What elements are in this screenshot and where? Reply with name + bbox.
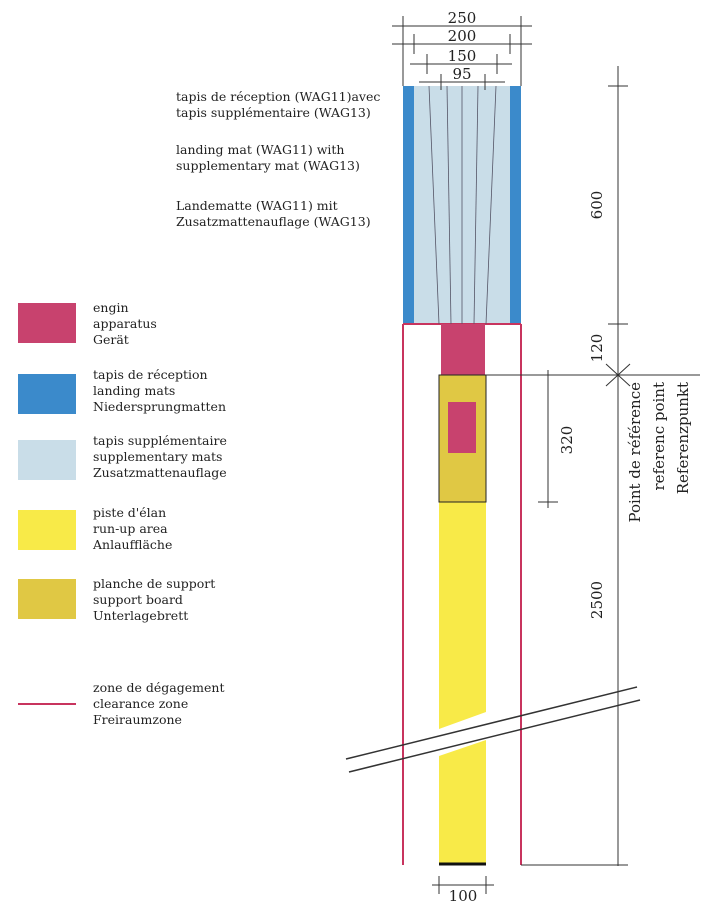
apparatus-block (441, 324, 485, 375)
top-dimension-lines (392, 16, 532, 90)
legend-runup-de: Anlauffläche (93, 537, 173, 552)
mat-label-fr-line1: tapis de réception (WAG11)avec (176, 89, 381, 104)
legend-board-de: Unterlagebrett (93, 608, 189, 623)
legend-swatch-support-board (18, 579, 76, 619)
legend-item-supplementary-mats: tapis supplémentaire supplementary mats … (93, 433, 227, 481)
legend-clear-de: Freiraumzone (93, 712, 182, 727)
legend-swatch-landing-mats (18, 374, 76, 414)
mat-label-de-line2: Zusatzmattenauflage (WAG13) (176, 214, 371, 229)
legend-item-landing-mats: tapis de réception landing mats Niedersp… (93, 367, 226, 415)
legend-swatch-supplementary-mats (18, 440, 76, 480)
legend-item-support-board: planche de support support board Unterla… (93, 576, 215, 624)
dim-250: 250 (448, 9, 477, 27)
legend-board-fr: planche de support (93, 576, 216, 591)
legend-supp-de: Zusatzmattenauflage (93, 465, 227, 480)
legend-swatch-apparatus (18, 303, 76, 343)
legend-clear-fr: zone de dégagement (93, 680, 225, 695)
legend-apparatus-en: apparatus (93, 316, 157, 331)
dim-600: 600 (588, 191, 606, 220)
legend-supp-en: supplementary mats (93, 449, 223, 464)
legend-swatch-run-up (18, 510, 76, 550)
mat-label-de-line1: Landematte (WAG11) mit (176, 198, 338, 213)
mat-label-en: landing mat (WAG11) with supplementary m… (176, 142, 360, 174)
landing-mat-left-strip (403, 86, 414, 325)
dim-200: 200 (448, 27, 477, 45)
dim-150: 150 (448, 47, 477, 65)
dim-2500: 2500 (588, 581, 606, 619)
reference-point-fr: Point de référence (626, 382, 644, 523)
legend-clear-en: clearance zone (93, 696, 189, 711)
dim-100: 100 (449, 887, 478, 905)
dim-120: 120 (588, 334, 606, 363)
legend-item-clearance: zone de dégagement clearance zone Freira… (93, 680, 224, 728)
landing-mat-right-strip (510, 86, 521, 325)
mat-label-de: Landematte (WAG11) mit Zusatzmattenaufla… (176, 198, 371, 230)
dim-320: 320 (558, 426, 576, 455)
mat-guide-lines (428, 85, 497, 325)
mat-label-fr: tapis de réception (WAG11)avec tapis sup… (176, 89, 380, 121)
legend-apparatus-fr: engin (93, 300, 129, 315)
legend-landing-fr: tapis de réception (93, 367, 208, 382)
legend-landing-en: landing mats (93, 383, 176, 398)
mat-label-en-line2: supplementary mat (WAG13) (176, 158, 360, 173)
right-dimension-lines (486, 66, 700, 866)
legend-board-en: support board (93, 592, 183, 607)
break-marker (345, 686, 641, 773)
legend-apparatus-de: Gerät (93, 332, 129, 347)
reference-point-de: Referenzpunkt (674, 382, 692, 494)
mat-label-fr-line2: tapis supplémentaire (WAG13) (176, 105, 371, 120)
apparatus-on-board (448, 402, 476, 453)
legend-supp-fr: tapis supplémentaire (93, 433, 227, 448)
mat-label-en-line1: landing mat (WAG11) with (176, 142, 345, 157)
reference-point-en: referenc point (650, 382, 668, 490)
legend-landing-de: Niedersprungmatten (93, 399, 227, 414)
run-up-area-lower (439, 740, 486, 864)
board-dimension-lines (538, 370, 558, 508)
legend-runup-en: run-up area (93, 521, 168, 536)
legend-item-run-up: piste d'élan run-up area Anlauffläche (93, 505, 172, 553)
bottom-dimension-lines (432, 876, 494, 894)
legend-item-apparatus: engin apparatus Gerät (93, 300, 157, 348)
legend-runup-fr: piste d'élan (93, 505, 167, 520)
dim-95: 95 (452, 65, 471, 83)
